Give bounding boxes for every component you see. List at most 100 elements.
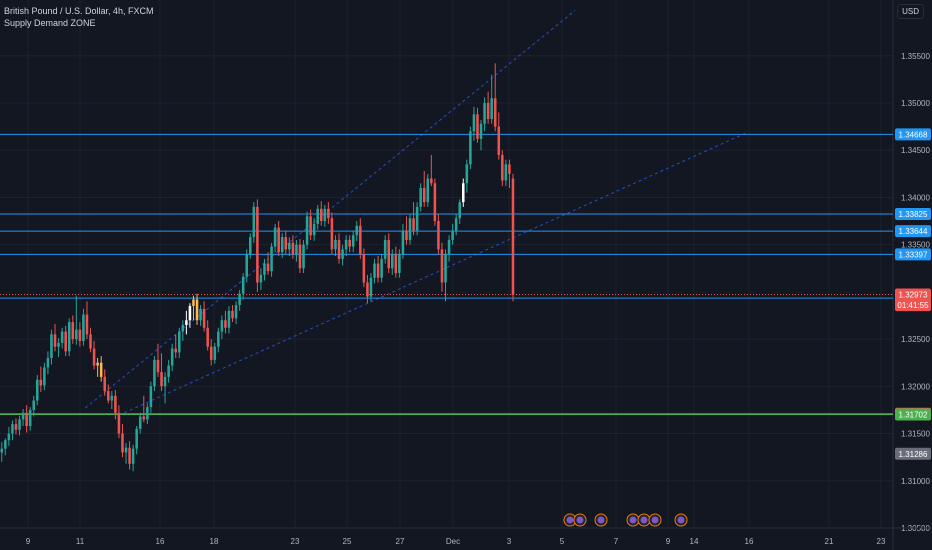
candle-body [67, 322, 71, 352]
candle-body [273, 227, 277, 247]
candle-body [71, 322, 75, 340]
candle-body [305, 216, 309, 245]
candle-body [82, 314, 85, 341]
candle-body [75, 329, 78, 340]
candle-body [245, 254, 248, 277]
x-tick-label: 9 [666, 537, 671, 546]
candle-body [28, 409, 32, 426]
candle-body [373, 263, 376, 278]
candle-body [153, 359, 156, 387]
candle-body [394, 254, 398, 273]
y-tick-label: 1.31500 [901, 430, 930, 439]
candle-body [99, 362, 103, 377]
candle-body [135, 428, 138, 449]
candle-body [362, 254, 366, 283]
candle-body [227, 310, 231, 328]
candle-body [291, 242, 295, 255]
channel-line[interactable] [124, 132, 746, 414]
currency-button[interactable]: USD [897, 4, 924, 19]
candle-body [401, 230, 405, 255]
candle-body [295, 244, 298, 255]
candle-body [341, 249, 344, 259]
price-tag-bg [895, 248, 931, 261]
candle-body [234, 305, 238, 319]
event-flag-icon [640, 516, 648, 524]
candle-body [433, 183, 437, 222]
candle-body [337, 239, 341, 259]
y-tick-label: 1.32000 [901, 382, 930, 391]
candle-body [376, 263, 380, 278]
candle-body [422, 188, 426, 203]
price-tag-bg [895, 288, 931, 301]
candle-body [85, 314, 89, 335]
candle-body [192, 299, 195, 307]
x-tick-label: 23 [291, 537, 300, 546]
y-tick-label: 1.35000 [901, 99, 930, 108]
event-flag-icon [677, 516, 685, 524]
chart-title: British Pound / U.S. Dollar, 4h, FXCM [4, 6, 154, 16]
price-tag-bg [895, 447, 931, 460]
x-tick-label: 18 [210, 537, 219, 546]
candle-body [454, 218, 458, 231]
candle-body [316, 208, 319, 224]
price-tag-bg [895, 408, 931, 421]
candle-body [334, 239, 337, 250]
candle-body [398, 254, 401, 273]
candle-body [14, 424, 18, 430]
x-tick-label: 25 [343, 537, 352, 546]
indicator-label[interactable]: Supply Demand ZONE [4, 18, 96, 28]
candle-body [167, 365, 170, 377]
candle-body [57, 342, 60, 347]
candle-body [504, 164, 508, 181]
candle-body [440, 249, 444, 283]
y-tick-label: 1.32500 [901, 335, 930, 344]
candle-body [195, 299, 199, 321]
candle-body [202, 308, 206, 328]
channel-line[interactable] [84, 10, 576, 409]
candle-body [270, 246, 273, 272]
candle-body [53, 334, 57, 347]
candle-body [160, 372, 163, 387]
y-tick-label: 1.35500 [901, 52, 930, 61]
price-tag: 1.33397 [899, 250, 928, 259]
price-tag: 1.33825 [899, 210, 928, 219]
candle-body [213, 346, 217, 360]
x-tick-label: 27 [396, 537, 405, 546]
candle-body [21, 412, 25, 420]
candle-body [36, 379, 39, 401]
y-tick-label: 1.34000 [901, 193, 930, 202]
candle-body [451, 230, 454, 240]
candle-body [437, 221, 440, 250]
candle-body [231, 310, 234, 319]
candle-body [92, 348, 96, 366]
candle-body [138, 416, 142, 429]
candle-body [252, 206, 256, 238]
candle-body [383, 239, 387, 259]
candle-body [217, 331, 220, 347]
candle-body [18, 419, 21, 430]
candle-body [185, 320, 188, 325]
candle-body [351, 235, 355, 247]
candle-body [430, 178, 433, 184]
candle-body [348, 239, 351, 247]
candle-body [249, 237, 252, 255]
candle-body [458, 202, 461, 219]
candle-body [412, 218, 415, 231]
candle-body [408, 218, 412, 240]
candle-body [479, 123, 483, 139]
candle-body [391, 254, 394, 269]
candle-body [387, 239, 390, 269]
candle-body [486, 103, 490, 120]
candle-body [0, 448, 4, 453]
candle-body [508, 164, 511, 174]
candle-body [89, 334, 92, 349]
event-flag-icon [629, 516, 637, 524]
candle-body [462, 183, 465, 203]
candle-body [344, 239, 348, 250]
candle-body [117, 412, 121, 434]
x-tick-label: 9 [26, 537, 31, 546]
candle-body [11, 424, 14, 434]
x-tick-label: 11 [76, 537, 85, 546]
candle-body [163, 376, 167, 387]
